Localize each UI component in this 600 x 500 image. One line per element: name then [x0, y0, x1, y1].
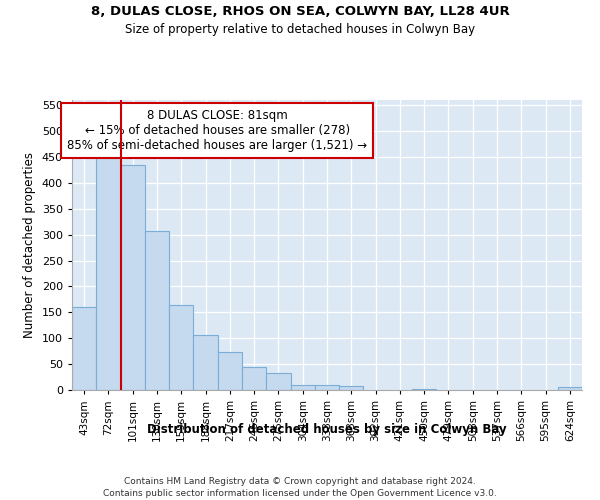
Text: Contains HM Land Registry data © Crown copyright and database right 2024.: Contains HM Land Registry data © Crown c…: [124, 478, 476, 486]
Text: 8, DULAS CLOSE, RHOS ON SEA, COLWYN BAY, LL28 4UR: 8, DULAS CLOSE, RHOS ON SEA, COLWYN BAY,…: [91, 5, 509, 18]
Bar: [339, 386, 364, 390]
Bar: [266, 374, 290, 390]
Bar: [193, 335, 218, 390]
Text: Contains public sector information licensed under the Open Government Licence v3: Contains public sector information licen…: [103, 489, 497, 498]
Bar: [121, 164, 145, 390]
Bar: [218, 352, 242, 390]
Bar: [145, 231, 169, 390]
Text: Size of property relative to detached houses in Colwyn Bay: Size of property relative to detached ho…: [125, 22, 475, 36]
Bar: [315, 386, 339, 390]
Text: Distribution of detached houses by size in Colwyn Bay: Distribution of detached houses by size …: [147, 422, 507, 436]
Bar: [242, 367, 266, 390]
Bar: [72, 307, 96, 390]
Bar: [290, 385, 315, 390]
Y-axis label: Number of detached properties: Number of detached properties: [23, 152, 36, 338]
Bar: [169, 304, 193, 390]
Bar: [96, 157, 121, 390]
Text: 8 DULAS CLOSE: 81sqm
← 15% of detached houses are smaller (278)
85% of semi-deta: 8 DULAS CLOSE: 81sqm ← 15% of detached h…: [67, 108, 367, 152]
Bar: [558, 388, 582, 390]
